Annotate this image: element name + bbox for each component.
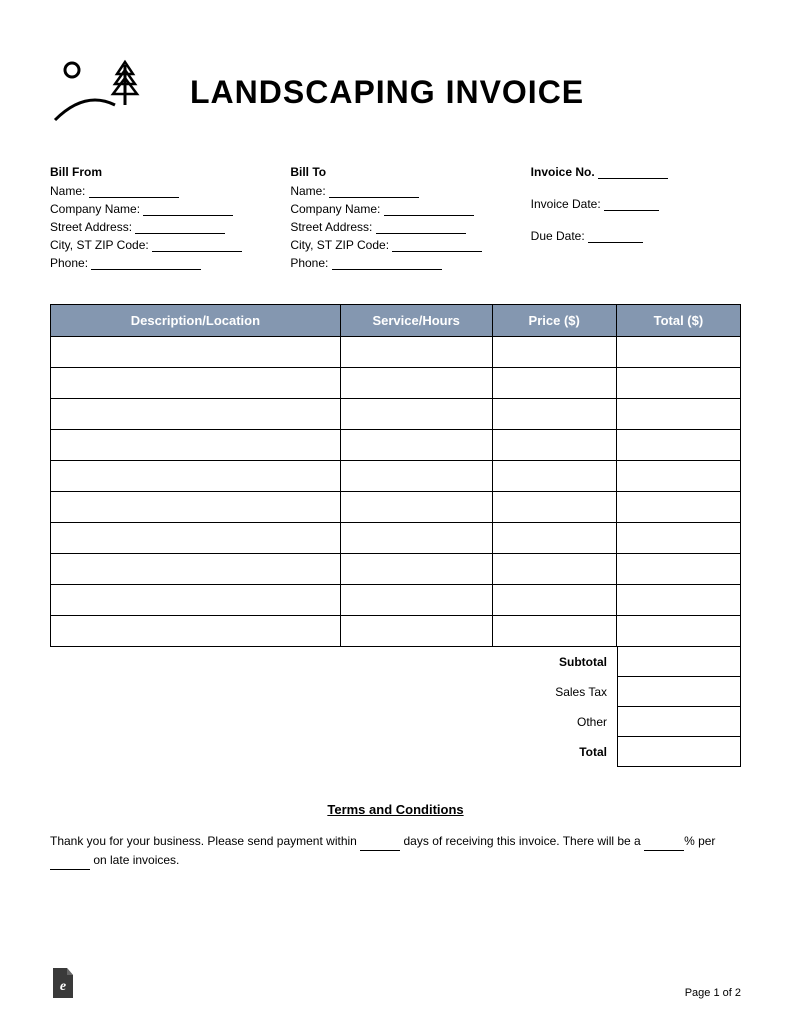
table-cell[interactable] (492, 492, 616, 523)
table-row (51, 430, 741, 461)
bill-to-phone: Phone: (290, 256, 500, 270)
table-cell[interactable] (51, 616, 341, 647)
col-total: Total ($) (616, 305, 740, 337)
table-row (51, 368, 741, 399)
due-date: Due Date: (531, 229, 741, 243)
bill-from-heading: Bill From (50, 165, 260, 179)
table-cell[interactable] (492, 523, 616, 554)
subtotal-row: Subtotal (50, 647, 741, 677)
table-cell[interactable] (616, 368, 740, 399)
table-row (51, 554, 741, 585)
table-cell[interactable] (340, 585, 492, 616)
table-cell[interactable] (340, 523, 492, 554)
table-cell[interactable] (616, 554, 740, 585)
table-cell[interactable] (340, 616, 492, 647)
table-cell[interactable] (616, 461, 740, 492)
table-cell[interactable] (616, 523, 740, 554)
total-label: Total (507, 739, 617, 765)
subtotal-label: Subtotal (507, 649, 617, 675)
table-row (51, 585, 741, 616)
table-cell[interactable] (340, 430, 492, 461)
table-cell[interactable] (492, 430, 616, 461)
table-cell[interactable] (51, 399, 341, 430)
document-e-icon: e (50, 967, 76, 999)
bill-to-company: Company Name: (290, 202, 500, 216)
table-row (51, 492, 741, 523)
table-cell[interactable] (340, 554, 492, 585)
table-cell[interactable] (492, 616, 616, 647)
bill-to-heading: Bill To (290, 165, 500, 179)
table-cell[interactable] (51, 368, 341, 399)
table-row (51, 399, 741, 430)
salestax-value[interactable] (617, 677, 741, 707)
table-cell[interactable] (616, 616, 740, 647)
page-title: LANDSCAPING INVOICE (190, 74, 584, 111)
table-row (51, 337, 741, 368)
salestax-row: Sales Tax (50, 677, 741, 707)
table-cell[interactable] (340, 337, 492, 368)
bill-from-company: Company Name: (50, 202, 260, 216)
table-cell[interactable] (51, 554, 341, 585)
subtotal-value[interactable] (617, 647, 741, 677)
bill-from-city: City, ST ZIP Code: (50, 238, 260, 252)
invoice-date: Invoice Date: (531, 197, 741, 211)
table-cell[interactable] (340, 399, 492, 430)
header-row: LANDSCAPING INVOICE (50, 50, 741, 135)
other-value[interactable] (617, 707, 741, 737)
table-cell[interactable] (51, 492, 341, 523)
total-value[interactable] (617, 737, 741, 767)
table-row (51, 461, 741, 492)
table-cell[interactable] (51, 585, 341, 616)
bill-to-street: Street Address: (290, 220, 500, 234)
table-cell[interactable] (51, 430, 341, 461)
bill-to-name: Name: (290, 184, 500, 198)
total-row: Total (50, 737, 741, 767)
table-cell[interactable] (492, 337, 616, 368)
table-header-row: Description/Location Service/Hours Price… (51, 305, 741, 337)
table-cell[interactable] (616, 337, 740, 368)
footer: e Page 1 of 2 (50, 967, 741, 999)
table-cell[interactable] (616, 430, 740, 461)
terms-heading: Terms and Conditions (50, 802, 741, 817)
table-cell[interactable] (492, 368, 616, 399)
bill-from-street: Street Address: (50, 220, 260, 234)
col-price: Price ($) (492, 305, 616, 337)
bill-to-city: City, ST ZIP Code: (290, 238, 500, 252)
table-cell[interactable] (492, 461, 616, 492)
bill-to-block: Bill To Name: Company Name: Street Addre… (290, 165, 500, 274)
table-cell[interactable] (492, 554, 616, 585)
bill-from-phone: Phone: (50, 256, 260, 270)
table-cell[interactable] (340, 368, 492, 399)
page-number: Page 1 of 2 (685, 987, 741, 999)
bill-from-name: Name: (50, 184, 260, 198)
salestax-label: Sales Tax (507, 679, 617, 705)
totals-section: Subtotal Sales Tax Other Total (50, 647, 741, 767)
other-row: Other (50, 707, 741, 737)
invoice-no: Invoice No. (531, 165, 741, 179)
table-cell[interactable] (616, 585, 740, 616)
invoice-meta-block: Invoice No. Invoice Date: Due Date: (531, 165, 741, 274)
table-cell[interactable] (492, 399, 616, 430)
table-row (51, 616, 741, 647)
other-label: Other (507, 709, 617, 735)
table-cell[interactable] (51, 523, 341, 554)
terms-text: Thank you for your business. Please send… (50, 832, 741, 870)
landscape-logo-icon (50, 50, 150, 135)
table-cell[interactable] (340, 461, 492, 492)
table-cell[interactable] (51, 337, 341, 368)
info-row: Bill From Name: Company Name: Street Add… (50, 165, 741, 274)
table-cell[interactable] (340, 492, 492, 523)
col-service: Service/Hours (340, 305, 492, 337)
svg-text:e: e (60, 979, 66, 994)
table-cell[interactable] (51, 461, 341, 492)
table-cell[interactable] (616, 399, 740, 430)
bill-from-block: Bill From Name: Company Name: Street Add… (50, 165, 260, 274)
col-description: Description/Location (51, 305, 341, 337)
table-cell[interactable] (616, 492, 740, 523)
table-cell[interactable] (492, 585, 616, 616)
invoice-table: Description/Location Service/Hours Price… (50, 304, 741, 647)
table-row (51, 523, 741, 554)
